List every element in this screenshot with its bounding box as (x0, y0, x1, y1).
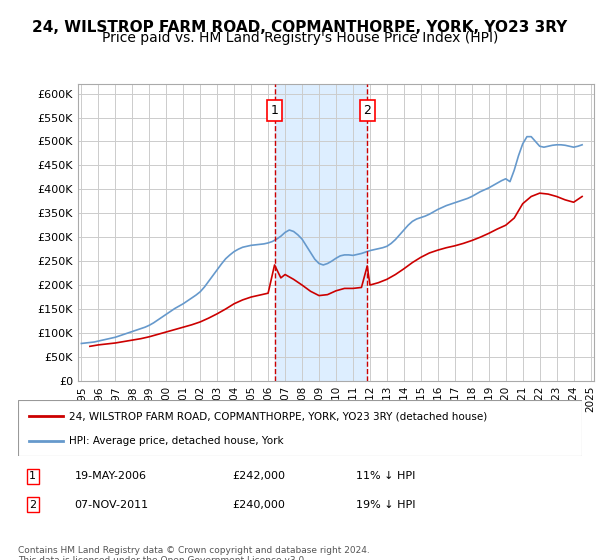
Text: HPI: Average price, detached house, York: HPI: Average price, detached house, York (69, 436, 283, 446)
FancyBboxPatch shape (18, 400, 582, 456)
Text: 24, WILSTROP FARM ROAD, COPMANTHORPE, YORK, YO23 3RY (detached house): 24, WILSTROP FARM ROAD, COPMANTHORPE, YO… (69, 411, 487, 421)
Text: Price paid vs. HM Land Registry's House Price Index (HPI): Price paid vs. HM Land Registry's House … (102, 31, 498, 45)
Text: Contains HM Land Registry data © Crown copyright and database right 2024.
This d: Contains HM Land Registry data © Crown c… (18, 546, 370, 560)
Bar (275, 84, 367, 381)
Text: 1: 1 (29, 472, 36, 482)
Text: 1: 1 (271, 104, 278, 117)
Text: 11% ↓ HPI: 11% ↓ HPI (356, 472, 416, 482)
Text: 2: 2 (29, 500, 37, 510)
Text: £242,000: £242,000 (232, 472, 286, 482)
Text: 2: 2 (363, 104, 371, 117)
Text: £240,000: £240,000 (232, 500, 285, 510)
Text: 07-NOV-2011: 07-NOV-2011 (74, 500, 149, 510)
Text: 19% ↓ HPI: 19% ↓ HPI (356, 500, 416, 510)
Text: 24, WILSTROP FARM ROAD, COPMANTHORPE, YORK, YO23 3RY: 24, WILSTROP FARM ROAD, COPMANTHORPE, YO… (32, 20, 568, 35)
Text: 19-MAY-2006: 19-MAY-2006 (74, 472, 146, 482)
